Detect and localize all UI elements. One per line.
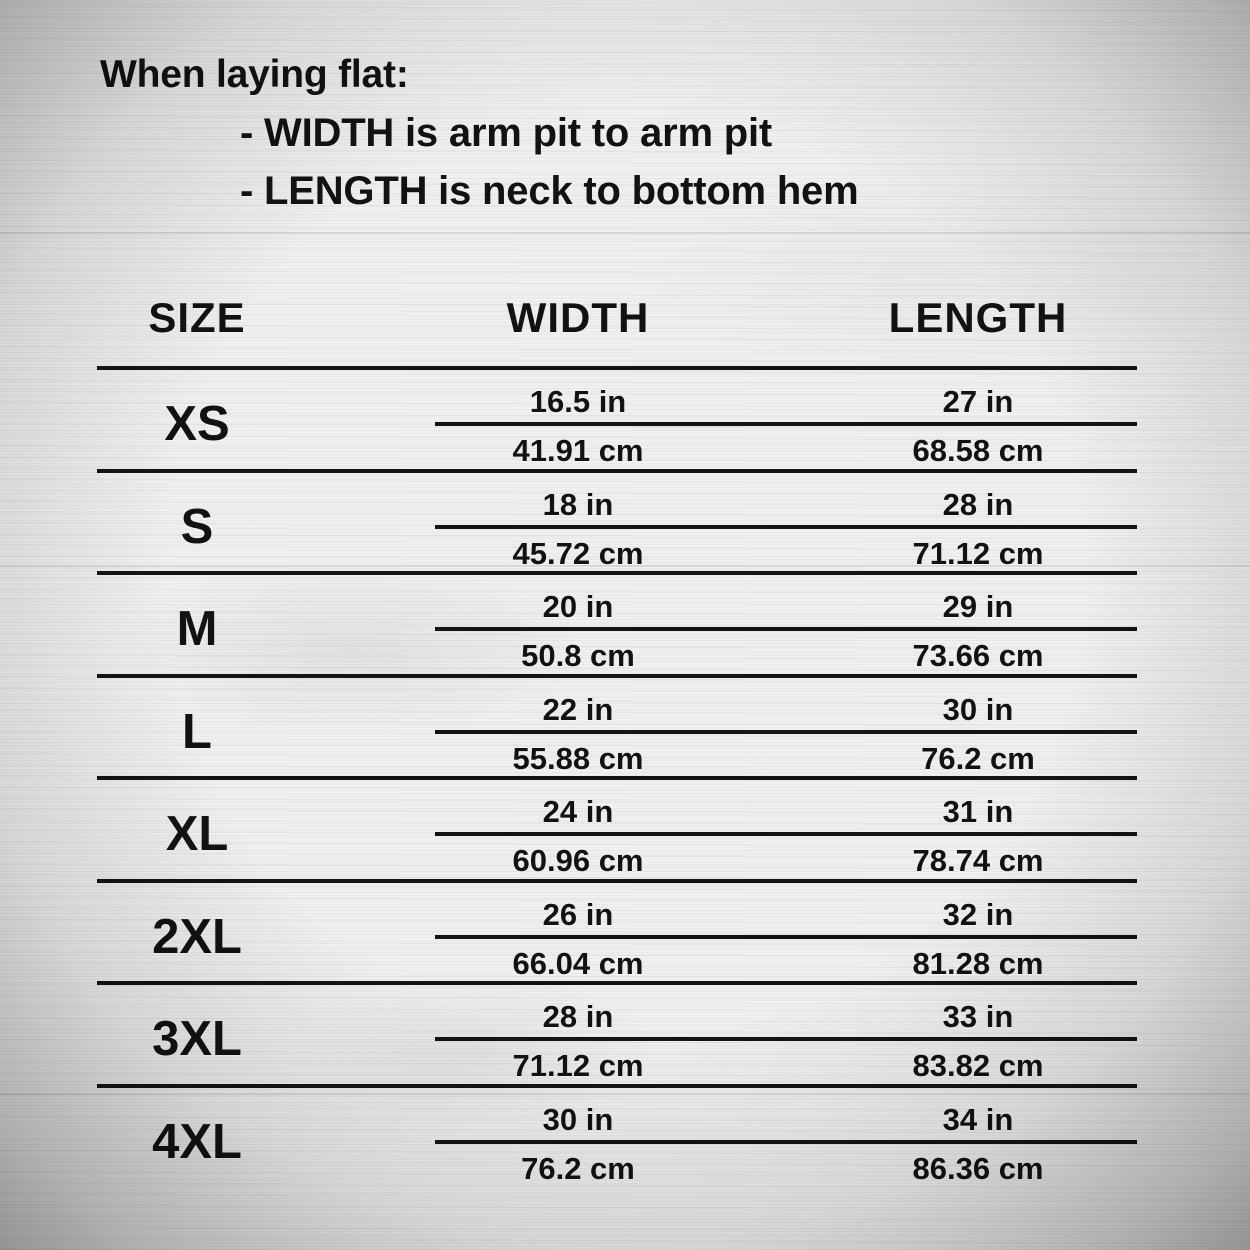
unit-divider [435, 627, 1137, 631]
width-centimeters: 50.8 cm [521, 638, 635, 673]
length-inches: 31 in [942, 794, 1014, 829]
table-row: XL 24 in 60.96 cm 31 in 78.74 cm [97, 776, 1137, 879]
unit-divider [435, 729, 1137, 734]
width-centimeters: 71.12 cm [512, 1048, 644, 1083]
table-row: M 20 in 50.8 cm 29 in 73.66 cm [97, 571, 1137, 674]
unit-divider [435, 832, 1137, 836]
width-inches: 22 in [542, 691, 614, 727]
instructions-bullet-length: - LENGTH is neck to bottom hem [240, 169, 859, 213]
width-inches: 18 in [542, 486, 614, 522]
table-row: S 18 in 45.72 cm 28 in 71.12 cm [97, 468, 1137, 572]
instructions-title: When laying flat: [100, 53, 409, 96]
width-centimeters: 45.72 cm [512, 535, 644, 571]
unit-divider [435, 1037, 1137, 1041]
length-inches: 27 in [942, 384, 1014, 419]
table-header-row: SIZE WIDTH LENGTH [97, 288, 1137, 366]
column-header-size: SIZE [148, 294, 246, 341]
length-centimeters: 68.58 cm [912, 433, 1044, 468]
width-centimeters: 60.96 cm [512, 843, 644, 878]
width-centimeters: 55.88 cm [512, 740, 644, 776]
length-centimeters: 83.82 cm [912, 1048, 1044, 1083]
instructions-bullet-width: - WIDTH is arm pit to arm pit [240, 111, 772, 155]
length-centimeters: 73.66 cm [912, 638, 1044, 673]
size-label: S [180, 499, 214, 554]
size-label: 2XL [152, 909, 242, 964]
column-header-width: WIDTH [506, 294, 650, 341]
size-label: M [176, 602, 218, 656]
width-inches: 16.5 in [529, 384, 627, 419]
size-table: SIZE WIDTH LENGTH XS 16.5 in 41.91 cm 27… [97, 288, 1137, 1186]
unit-divider [435, 422, 1137, 426]
length-centimeters: 81.28 cm [912, 945, 1044, 981]
unit-divider [435, 524, 1137, 529]
length-inches: 33 in [942, 999, 1014, 1034]
size-label: XS [164, 397, 230, 451]
length-inches: 28 in [942, 486, 1014, 522]
length-inches: 29 in [942, 589, 1014, 624]
length-centimeters: 76.2 cm [921, 740, 1035, 776]
width-inches: 20 in [542, 589, 614, 624]
table-row: L 22 in 55.88 cm 30 in 76.2 cm [97, 673, 1137, 777]
width-inches: 30 in [542, 1101, 614, 1137]
size-label: XL [165, 807, 229, 861]
width-centimeters: 41.91 cm [512, 433, 644, 468]
table-row: 4XL 30 in 76.2 cm 34 in 86.36 cm [97, 1083, 1137, 1187]
width-centimeters: 66.04 cm [512, 945, 644, 981]
unit-divider [435, 934, 1137, 939]
instructions-block: When laying flat: - WIDTH is arm pit to … [100, 46, 1100, 220]
table-row: 3XL 28 in 71.12 cm 33 in 83.82 cm [97, 981, 1137, 1084]
length-centimeters: 78.74 cm [912, 843, 1044, 878]
width-inches: 28 in [542, 999, 614, 1034]
size-label: 4XL [152, 1114, 242, 1169]
length-centimeters: 71.12 cm [912, 535, 1044, 571]
size-label: L [182, 704, 212, 759]
width-inches: 24 in [542, 794, 614, 829]
table-row: XS 16.5 in 41.91 cm 27 in 68.58 cm [97, 366, 1137, 469]
length-inches: 30 in [942, 691, 1014, 727]
column-header-length: LENGTH [888, 294, 1068, 341]
size-label: 3XL [152, 1012, 242, 1066]
length-inches: 32 in [942, 896, 1014, 932]
length-centimeters: 86.36 cm [912, 1150, 1044, 1186]
width-inches: 26 in [542, 896, 614, 932]
length-inches: 34 in [942, 1101, 1014, 1137]
unit-divider [435, 1139, 1137, 1144]
table-row: 2XL 26 in 66.04 cm 32 in 81.28 cm [97, 878, 1137, 982]
width-centimeters: 76.2 cm [521, 1150, 635, 1186]
